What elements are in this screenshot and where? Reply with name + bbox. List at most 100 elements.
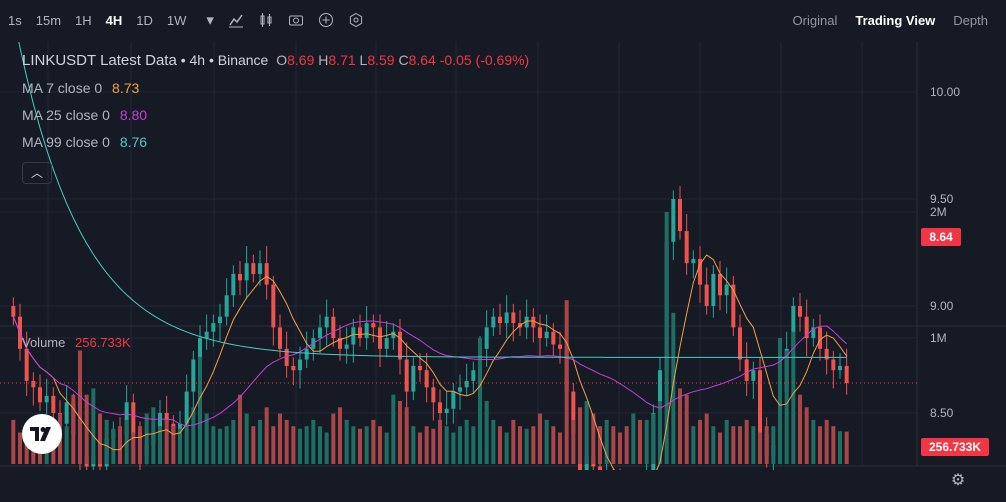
candle-body bbox=[384, 338, 389, 349]
timeframe-1s[interactable]: 1s bbox=[8, 12, 22, 28]
view-depth[interactable]: Depth bbox=[953, 12, 988, 28]
indicators-icon[interactable] bbox=[228, 12, 244, 28]
volume-bar bbox=[418, 432, 422, 464]
volume-bar bbox=[98, 413, 102, 464]
candle-body bbox=[378, 327, 382, 349]
ma25-value: 8.80 bbox=[119, 107, 148, 123]
candle-body bbox=[424, 370, 429, 388]
volume-bar bbox=[18, 432, 22, 464]
volume-bar bbox=[78, 350, 82, 464]
candle-body bbox=[338, 338, 342, 349]
open-value: 8.69 bbox=[287, 52, 315, 68]
candle-body bbox=[411, 365, 416, 392]
volume-bar bbox=[544, 419, 549, 464]
volume-bar bbox=[751, 426, 756, 464]
price-chart[interactable]: 10.009.509.008.508.00111315171921232527M… bbox=[0, 42, 1006, 470]
volume-bar bbox=[704, 413, 709, 464]
ma7-line bbox=[12, 254, 848, 470]
volume-bar bbox=[178, 428, 182, 464]
volume-bar bbox=[404, 407, 409, 464]
candle-body bbox=[598, 466, 602, 470]
volume-bar bbox=[511, 419, 516, 464]
volume-bar bbox=[711, 426, 716, 464]
timeframe-15m[interactable]: 15m bbox=[35, 12, 62, 28]
volume-bar bbox=[224, 426, 229, 464]
volume-bar bbox=[331, 413, 336, 464]
candle-body bbox=[38, 387, 42, 403]
volume-bar bbox=[411, 426, 416, 464]
view-original[interactable]: Original bbox=[792, 12, 838, 28]
view-trading-view[interactable]: Trading View bbox=[855, 12, 936, 28]
volume-bar bbox=[304, 426, 309, 464]
candle-body bbox=[684, 231, 689, 264]
volume-bar bbox=[318, 426, 322, 464]
candle-body bbox=[358, 327, 362, 339]
volume-bar bbox=[64, 426, 69, 464]
volume-bar bbox=[211, 426, 216, 464]
candle-body bbox=[678, 199, 682, 232]
camera-icon[interactable] bbox=[288, 12, 304, 28]
candle-body bbox=[244, 263, 249, 281]
toolbar: 1s 15m 1H 4H 1D 1W ▾ Original Trading Vi… bbox=[0, 0, 1006, 40]
ma7-value: 8.73 bbox=[112, 80, 140, 96]
collapse-legend-button[interactable]: ︿ bbox=[22, 162, 52, 184]
candle-body bbox=[51, 395, 56, 413]
volume-bar bbox=[198, 356, 202, 464]
gear-icon[interactable]: ⚙ bbox=[950, 472, 966, 489]
candle-body bbox=[558, 344, 562, 349]
volume-bar bbox=[204, 413, 209, 464]
candle-body bbox=[164, 413, 169, 424]
volume-bar bbox=[671, 312, 676, 464]
volume-bar bbox=[191, 407, 196, 464]
volume-bar bbox=[618, 432, 622, 464]
timeframe-4h[interactable]: 4H bbox=[105, 12, 123, 28]
candle-body bbox=[811, 327, 816, 339]
candle-body bbox=[438, 402, 442, 413]
volume-bar bbox=[558, 432, 562, 464]
candle-body bbox=[744, 359, 749, 381]
volume-bar bbox=[578, 407, 582, 464]
ma25-legend: MA 25 close 0 8.80 bbox=[22, 107, 148, 123]
candle-body bbox=[258, 263, 262, 274]
plus-circle-icon[interactable] bbox=[318, 12, 334, 28]
ma99-legend: MA 99 close 0 8.76 bbox=[22, 134, 148, 150]
tradingview-logo-icon[interactable] bbox=[22, 414, 62, 454]
timeframe-1h[interactable]: 1H bbox=[75, 12, 92, 28]
candle-body bbox=[351, 327, 356, 345]
candles-icon[interactable] bbox=[258, 12, 274, 28]
candle-body bbox=[444, 408, 449, 413]
candle-body bbox=[31, 380, 36, 388]
candle-body bbox=[224, 295, 229, 317]
volume-bar bbox=[424, 426, 429, 464]
volume-bar bbox=[244, 413, 249, 464]
price-tick-label: 10.00 bbox=[930, 85, 960, 99]
candle-body bbox=[124, 402, 129, 435]
candle-body bbox=[818, 327, 822, 349]
volume-bar bbox=[791, 331, 796, 464]
chevron-up-icon: ︿ bbox=[30, 166, 43, 180]
volume-bar bbox=[738, 426, 742, 464]
volume-bar bbox=[344, 419, 349, 464]
volume-bar bbox=[491, 419, 496, 464]
candle-body bbox=[278, 327, 282, 349]
candle-body bbox=[824, 348, 829, 360]
candle-body bbox=[284, 348, 289, 366]
volume-bar bbox=[358, 428, 362, 464]
volume-bar bbox=[84, 394, 89, 464]
candle-body bbox=[184, 391, 189, 424]
volume-bar bbox=[584, 401, 589, 464]
volume-bar bbox=[91, 388, 96, 464]
volume-bar bbox=[138, 426, 142, 464]
timeframe-1d[interactable]: 1D bbox=[136, 12, 153, 28]
volume-bar bbox=[451, 432, 456, 464]
chevron-down-icon[interactable]: ▾ bbox=[206, 12, 214, 29]
volume-bar bbox=[284, 419, 289, 464]
volume-bar bbox=[824, 419, 829, 464]
volume-bar bbox=[251, 426, 256, 464]
volume-bar bbox=[444, 426, 449, 464]
timeframe-1w[interactable]: 1W bbox=[166, 12, 187, 28]
volume-bar bbox=[571, 419, 576, 464]
candle-body bbox=[198, 338, 202, 360]
settings-circle-icon[interactable] bbox=[348, 12, 364, 28]
volume-bar bbox=[218, 428, 222, 464]
